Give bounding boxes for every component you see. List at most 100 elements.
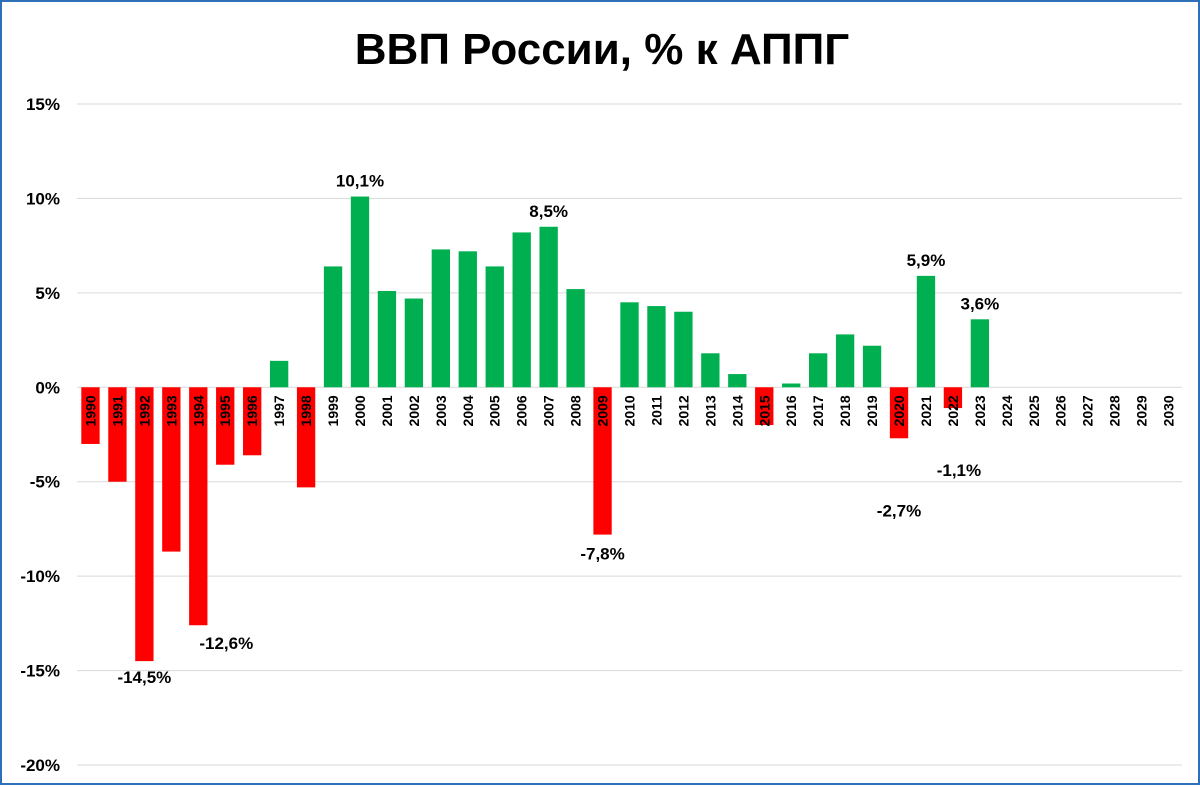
x-tick-label: 1998 [298, 395, 314, 426]
x-tick-label: 2029 [1134, 395, 1150, 426]
bar-1996 [243, 387, 262, 456]
bar-1990 [81, 387, 100, 444]
x-tick-label: 2024 [999, 395, 1015, 426]
bar-1999 [323, 266, 343, 388]
x-tick-label: 2016 [783, 395, 799, 426]
x-tick-label: 2023 [972, 395, 988, 426]
x-tick-label: 1990 [82, 395, 98, 426]
y-tick-label: 0% [35, 378, 60, 397]
x-tick-label: 2004 [460, 395, 476, 426]
bar-2007 [539, 226, 558, 388]
bar-2001 [377, 290, 397, 388]
y-tick-label: 10% [26, 189, 60, 208]
bar-1993 [162, 387, 181, 552]
x-tick-label: 2005 [487, 395, 503, 426]
bar-2008 [566, 289, 585, 388]
bar-2002 [404, 298, 424, 388]
x-tick-label: 2021 [918, 395, 934, 426]
x-tick-label: 2018 [837, 395, 853, 426]
bar-2016 [782, 383, 801, 388]
x-tick-label: 2000 [352, 395, 368, 426]
data-label-2022: -1,1% [937, 461, 981, 480]
x-tick-label: 2012 [675, 395, 691, 426]
x-tick-label: 2017 [810, 395, 826, 426]
x-tick-label: 2027 [1080, 395, 1096, 426]
bar-1997 [269, 360, 289, 388]
data-label-2009: -7,8% [580, 545, 624, 564]
bar-2009 [593, 387, 612, 535]
x-tick-label: 2026 [1053, 395, 1069, 426]
x-tick-label: 2025 [1026, 395, 1042, 426]
x-tick-label: 1999 [325, 395, 341, 426]
gridlines [77, 103, 1182, 766]
y-tick-label: 15% [26, 95, 60, 114]
bar-2006 [512, 232, 531, 388]
data-label-1994: -12,6% [199, 634, 253, 653]
x-tick-label: 2010 [622, 395, 638, 426]
bar-1991 [108, 387, 127, 482]
x-tick-label: 1994 [190, 395, 206, 426]
x-tick-label: 2030 [1161, 395, 1177, 426]
data-label-2020: -2,7% [877, 501, 921, 520]
x-tick-label: 2009 [595, 395, 611, 426]
x-tick-label: 2019 [864, 395, 880, 426]
data-label-2007: 8,5% [529, 202, 568, 221]
x-tick-label: 2001 [379, 395, 395, 426]
x-axis: 1990 1991 1992 1993 1994 1995 1996 1997 1998 1999… [82, 395, 1176, 426]
bar-2014 [728, 374, 747, 388]
data-label-1992: -14,5% [117, 668, 171, 687]
data-label-2023: 3,6% [960, 294, 999, 313]
x-tick-label: 1996 [244, 395, 260, 426]
bars [81, 196, 990, 662]
x-tick-label: 2028 [1107, 395, 1123, 426]
x-tick-label: 2022 [945, 395, 961, 426]
bar-2011 [647, 306, 666, 388]
x-tick-label: 1995 [217, 395, 233, 426]
bar-2022 [943, 387, 963, 409]
x-tick-label: 1997 [271, 395, 287, 426]
x-tick-label: 2002 [406, 395, 422, 426]
bar-2000 [350, 196, 370, 388]
x-tick-label: 1993 [163, 395, 179, 426]
bar-2015 [755, 387, 774, 426]
bar-1992 [135, 387, 154, 662]
bar-2004 [458, 251, 477, 388]
y-tick-label: -10% [20, 567, 60, 586]
bar-2012 [674, 311, 693, 388]
x-tick-label: 2003 [433, 395, 449, 426]
bar-2023 [970, 319, 990, 388]
x-tick-label: 1992 [136, 395, 152, 426]
y-tick-label: -15% [20, 662, 60, 681]
bar-2013 [701, 353, 720, 388]
bar-2020 [889, 387, 909, 439]
x-tick-label: 2007 [541, 395, 557, 426]
y-tick-label: -5% [30, 473, 60, 492]
x-tick-label: 2013 [702, 395, 718, 426]
x-tick-label: 2008 [568, 395, 584, 426]
y-axis: 15% 10% 5% 0% -5% -10% -15% -20% [20, 95, 60, 775]
bar-2021 [916, 275, 936, 388]
x-tick-label: 2011 [648, 395, 664, 426]
bar-2005 [485, 266, 504, 388]
bar-2010 [620, 302, 639, 388]
data-labels: -14,5% -12,6% 10,1% 8,5% -7,8% -2,7% 5,9% -1,1%… [117, 172, 999, 688]
x-tick-label: 2015 [756, 395, 772, 426]
y-tick-label: -20% [20, 756, 60, 775]
x-tick-label: 2006 [514, 395, 530, 426]
x-tick-label: 2014 [729, 395, 745, 426]
y-tick-label: 5% [35, 284, 60, 303]
bar-1994 [189, 387, 208, 626]
bar-1995 [216, 387, 235, 465]
data-label-2000: 10,1% [336, 172, 384, 191]
bar-1998 [296, 387, 316, 488]
bar-2018 [835, 334, 855, 388]
bar-2019 [862, 345, 882, 388]
bar-2003 [431, 249, 451, 388]
data-label-2021: 5,9% [907, 251, 946, 270]
x-tick-label: 1991 [109, 395, 125, 426]
chart-title: ВВП России, % к АППГ [355, 25, 849, 74]
x-tick-label: 2020 [891, 395, 907, 426]
bar-2017 [808, 353, 828, 388]
